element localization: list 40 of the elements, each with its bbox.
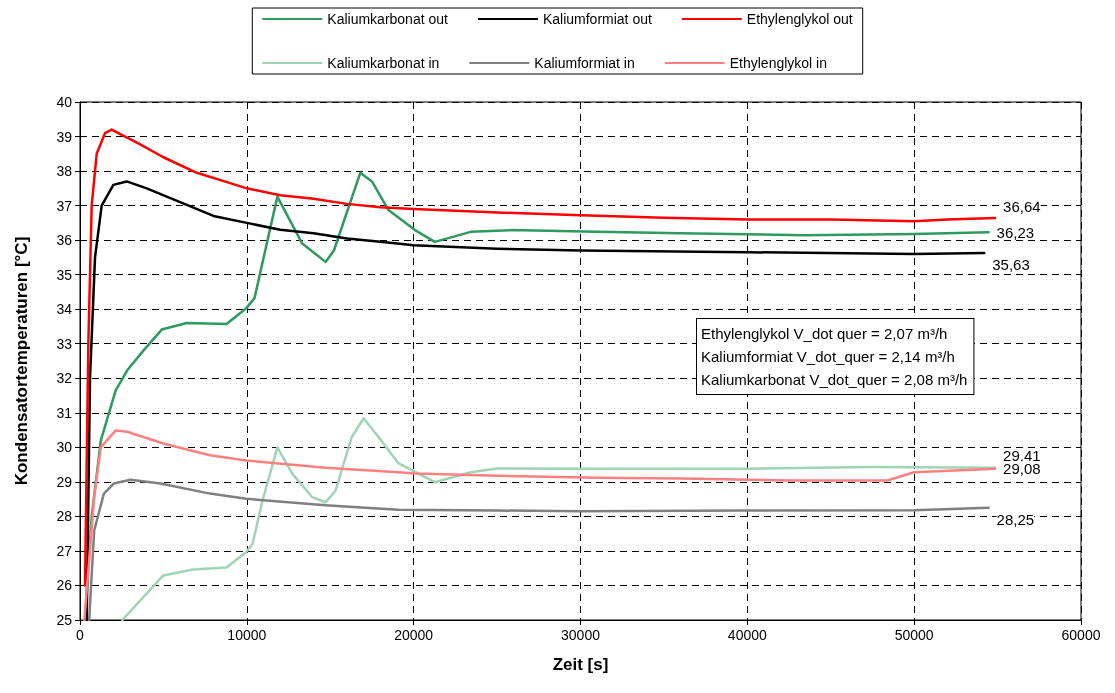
- annotation: 35,63: [992, 256, 1030, 274]
- y-tick-label: 39: [56, 128, 73, 145]
- y-tick-label: 27: [56, 542, 73, 559]
- annotation: Ethylenglykol V_dot quer = 2,07 m³/h: [701, 325, 948, 342]
- annotation: 28,25: [996, 511, 1035, 529]
- y-tick-label: 36: [56, 232, 73, 249]
- y-tick-label: 38: [56, 163, 73, 180]
- x-axis-title: Zeit [s]: [552, 655, 609, 674]
- y-tick-label: 31: [56, 404, 73, 421]
- x-tick-label: 10000: [227, 627, 267, 643]
- annotation: Kaliumkarbonat V_dot_quer = 2,08 m³/h: [701, 371, 968, 388]
- x-tick-label: 20000: [394, 627, 434, 643]
- legend-label: Kaliumformiat in: [534, 55, 635, 71]
- y-tick-label: 32: [56, 370, 73, 387]
- x-tick-label: 0: [76, 627, 85, 643]
- y-tick-label: 33: [56, 335, 73, 352]
- y-tick-label: 30: [56, 439, 73, 456]
- legend-label: Kaliumkarbonat out: [327, 11, 449, 27]
- y-tick-label: 26: [56, 577, 73, 594]
- y-tick-label: 25: [56, 612, 73, 628]
- line-series: [87, 478, 990, 622]
- y-tick-label: 29: [56, 473, 73, 490]
- annotation: 36,23: [996, 223, 1035, 241]
- annotation: 29,08: [1003, 460, 1041, 478]
- legend-label: Kaliumkarbonat in: [327, 55, 440, 71]
- y-tick-label: 34: [56, 301, 73, 318]
- y-tick-label: 40: [56, 94, 73, 110]
- x-tick-label: 40000: [727, 627, 768, 643]
- x-tick-label: 60000: [1061, 627, 1101, 643]
- legend-label: Kaliumformiat out: [542, 11, 652, 27]
- x-tick-label: 30000: [561, 627, 601, 643]
- legend-label: Ethylenglykol in: [729, 55, 828, 71]
- y-tick-label: 28: [56, 508, 73, 525]
- y-tick-label: 35: [56, 266, 73, 283]
- legend-label: Ethylenglykol out: [746, 11, 853, 27]
- annotation: Kaliumformiat V_dot_quer = 2,14 m³/h: [701, 348, 955, 365]
- y-tick-label: 37: [56, 197, 73, 214]
- annotation: 36,64: [1003, 197, 1041, 215]
- x-tick-label: 50000: [894, 627, 934, 643]
- y-axis-title: Kondensatortemperaturen [°C]: [12, 236, 31, 486]
